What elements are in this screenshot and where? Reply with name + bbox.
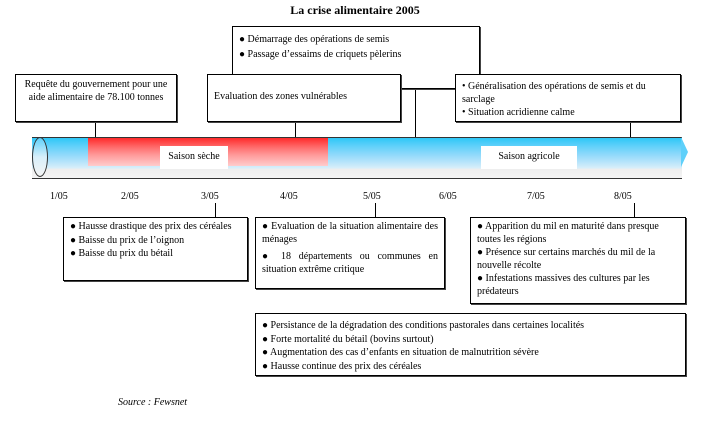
- box-item: ● Présence sur certains marchés du mil d…: [477, 247, 656, 271]
- box-item: ● Baisse du prix du bétail: [70, 248, 173, 259]
- connector: [630, 122, 631, 137]
- box-item: ● Evaluation de la situation alimentaire…: [262, 221, 438, 245]
- box-item: ● Hausse continue des prix des céréales: [262, 360, 422, 372]
- month-label: 3/05: [201, 191, 219, 202]
- box-item: ● 18 départements ou communes en situati…: [262, 251, 438, 275]
- box-item: ● Hausse drastique des prix des céréales: [70, 221, 232, 232]
- box-item: ● Apparition du mil en maturité dans pre…: [477, 221, 659, 245]
- box-may: ● Evaluation de la situation alimentaire…: [255, 217, 445, 289]
- tube-end-cap: [32, 137, 48, 177]
- box-august: ● Apparition du mil en maturité dans pre…: [470, 217, 686, 304]
- month-label: 5/05: [363, 191, 381, 202]
- connector: [215, 203, 216, 217]
- box-request: Requête du gouvernement pour une aide al…: [15, 74, 177, 122]
- box-item: • Situation acridienne calme: [462, 107, 575, 118]
- month-label: 1/05: [50, 191, 68, 202]
- month-label: 2/05: [121, 191, 139, 202]
- box-generalisation: • Généralisation des opérations de semis…: [455, 74, 681, 122]
- connector: [415, 89, 416, 137]
- box-text: Evaluation des zones vulnérables: [214, 91, 348, 102]
- connector: [634, 203, 635, 217]
- box-text: Requête du gouvernement pour une aide al…: [24, 79, 168, 103]
- month-label: 6/05: [439, 191, 457, 202]
- month-label: 4/05: [280, 191, 298, 202]
- box-evaluation-zones: Evaluation des zones vulnérables: [207, 74, 401, 122]
- box-march: ● Hausse drastique des prix des céréales…: [63, 217, 248, 281]
- box-item: ● Forte mortalité du bétail (bovins surt…: [262, 333, 434, 345]
- box-item: ● Augmentation des cas d’enfants en situ…: [262, 347, 539, 358]
- connector: [295, 122, 296, 137]
- season-label-dry: Saison sèche: [160, 146, 228, 169]
- month-label: 8/05: [614, 191, 632, 202]
- box-item: ● Persistance de la dégradation des cond…: [262, 320, 585, 331]
- box-item: ● Infestations massives des cultures par…: [477, 273, 650, 297]
- box-item: ● Démarrage des opérations de semis: [239, 34, 390, 45]
- arrow-head-icon: [681, 137, 688, 167]
- source-note: Source : Fewsnet: [118, 397, 188, 408]
- connector: [95, 122, 96, 137]
- box-item: ● Passage d’essaims de criquets pèlerins: [239, 49, 402, 60]
- diagram-title: La crise alimentaire 2005: [290, 3, 420, 17]
- season-label-agricultural: Saison agricole: [481, 146, 577, 169]
- connector: [375, 203, 376, 217]
- box-general: ● Persistance de la dégradation des cond…: [255, 313, 686, 376]
- month-label: 7/05: [527, 191, 545, 202]
- box-item: ● Baisse du prix de l’oignon: [70, 234, 185, 246]
- box-item: • Généralisation des opérations de semis…: [462, 81, 646, 105]
